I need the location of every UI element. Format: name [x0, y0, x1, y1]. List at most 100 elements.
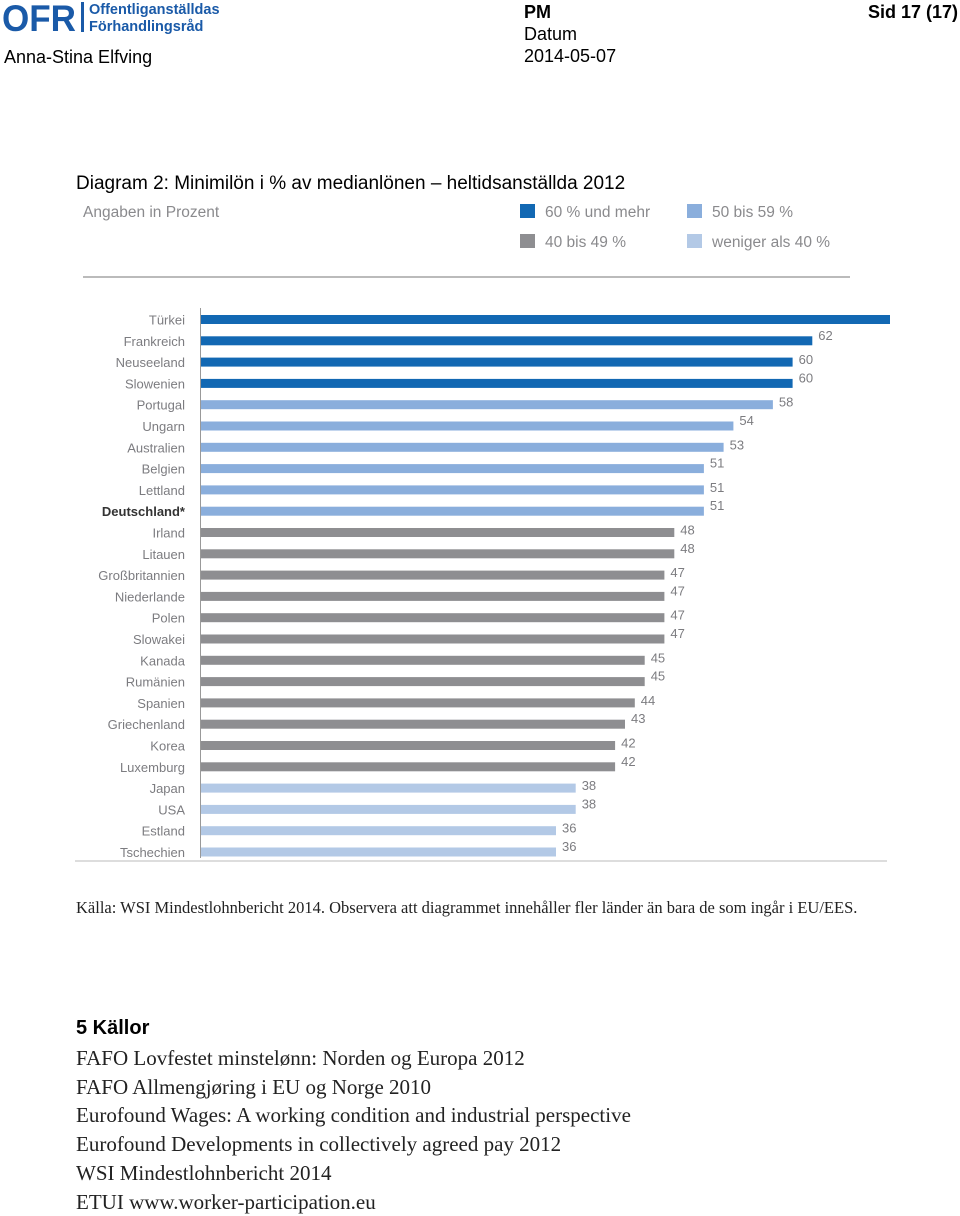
category-label: Australien: [127, 440, 185, 455]
value-label: 48: [680, 541, 694, 556]
value-label: 60: [799, 370, 813, 385]
value-label: 58: [779, 395, 793, 410]
category-label: Griechenland: [108, 717, 185, 732]
value-label: 62: [818, 328, 832, 343]
value-label: 42: [621, 754, 635, 769]
category-label: Slowenien: [125, 376, 185, 391]
diagram-title: Diagram 2: Minimilön i % av medianlönen …: [76, 173, 626, 194]
legend-label: 60 % und mehr: [545, 204, 650, 221]
logo-line2: Förhandlingsråd: [89, 19, 203, 35]
category-label: Neuseeland: [116, 355, 185, 370]
value-label: 38: [582, 796, 596, 811]
category-label: Kanada: [140, 653, 186, 668]
legend-label: 40 bis 49 %: [545, 234, 626, 251]
ofr-logo: OFR Offentliganställdas Förhandlingsråd: [2, 0, 220, 36]
reference-item: WSI Mindestlohnbericht 2014: [76, 1160, 332, 1185]
category-label: Korea: [150, 739, 185, 754]
value-label: 53: [730, 437, 744, 452]
category-label: Türkei: [149, 313, 185, 328]
bar: [201, 357, 793, 367]
category-label: Rumänien: [126, 675, 185, 690]
bar: [201, 826, 556, 836]
bar: [201, 698, 635, 708]
bar: [201, 400, 773, 410]
logo-mark: OFR: [2, 0, 76, 36]
bar: [201, 613, 665, 623]
value-label: 47: [670, 565, 684, 580]
bar: [201, 741, 616, 750]
category-label: Frankreich: [124, 334, 185, 349]
category-label: Polen: [152, 611, 185, 626]
references-list: FAFO Lovfestet minstelønn: Norden og Eur…: [76, 1044, 631, 1216]
category-label: USA: [158, 802, 185, 817]
bar: [201, 719, 625, 729]
value-label: 51: [710, 456, 724, 471]
bar: [201, 762, 616, 772]
legend-swatch: [687, 234, 702, 248]
category-label: Deutschland*: [102, 504, 186, 519]
bar: [201, 634, 665, 644]
legend-label: 50 bis 59 %: [712, 204, 793, 221]
source-note: Källa: WSI Mindestlohnbericht 2014. Obse…: [76, 898, 858, 917]
legend-swatch: [520, 204, 535, 218]
value-label: 60: [799, 352, 813, 367]
bar: [201, 591, 665, 601]
value-label: 47: [670, 608, 684, 623]
value-label: 54: [739, 413, 753, 428]
document-date: 2014-05-07: [524, 46, 617, 66]
category-label: Litauen: [142, 547, 185, 562]
bar: [201, 378, 793, 388]
bars-group: Türkei73Frankreich62Neuseeland60Slowenie…: [98, 313, 890, 860]
bar: [201, 315, 890, 324]
value-label: 43: [631, 711, 645, 726]
value-label: 45: [651, 650, 665, 665]
value-label: 47: [670, 626, 684, 641]
value-label: 45: [651, 669, 665, 684]
value-label: 36: [562, 821, 576, 836]
bar: [201, 528, 675, 537]
value-label: 42: [621, 736, 635, 751]
bar: [201, 336, 813, 346]
legend-label: weniger als 40 %: [711, 234, 830, 251]
category-label: Tschechien: [120, 845, 185, 860]
category-label: Japan: [150, 781, 185, 796]
category-label: Irland: [152, 526, 185, 541]
document-type: PM: [524, 2, 551, 22]
bar: [201, 783, 576, 793]
reference-item: Eurofound Developments in collectively a…: [76, 1132, 562, 1157]
value-label: 51: [710, 480, 724, 495]
chart-legend: 60 % und mehr 50 bis 59 % 40 bis 49 % wenig…: [520, 204, 830, 251]
value-label: 44: [641, 693, 655, 708]
value-label: 51: [710, 498, 724, 513]
value-label: 48: [680, 523, 694, 538]
value-label: 47: [670, 583, 684, 598]
bar: [201, 485, 704, 495]
bar: [201, 549, 675, 559]
bar: [201, 464, 704, 474]
bar: [201, 570, 665, 580]
page-number: Sid 17 (17): [867, 2, 958, 22]
category-label: Spanien: [137, 696, 185, 711]
category-label: Großbritannien: [98, 568, 185, 583]
category-label: Lettland: [139, 483, 185, 498]
bar: [201, 804, 576, 814]
references-heading: 5 Källor: [76, 1017, 150, 1039]
value-label: 38: [582, 778, 596, 793]
bar: [201, 677, 645, 687]
bar: [201, 421, 734, 431]
category-label: Portugal: [137, 398, 186, 413]
category-label: Ungarn: [142, 419, 185, 434]
minimum-wage-chart: Angaben in Prozent 60 % und mehr 50 bis 5…: [75, 204, 890, 862]
logo-line1: Offentliganställdas: [89, 2, 220, 18]
reference-item: Eurofound Wages: A working condition and…: [76, 1103, 631, 1128]
bar: [201, 655, 645, 665]
category-label: Niederlande: [115, 589, 185, 604]
value-label: 36: [562, 839, 576, 854]
author-name: Anna-Stina Elfving: [4, 47, 153, 67]
reference-item: ETUI www.worker-participation.eu: [76, 1189, 376, 1214]
legend-swatch: [520, 234, 535, 248]
category-label: Belgien: [142, 462, 185, 477]
category-label: Slowakei: [133, 632, 185, 647]
bar: [201, 847, 556, 857]
category-label: Estland: [142, 824, 185, 839]
